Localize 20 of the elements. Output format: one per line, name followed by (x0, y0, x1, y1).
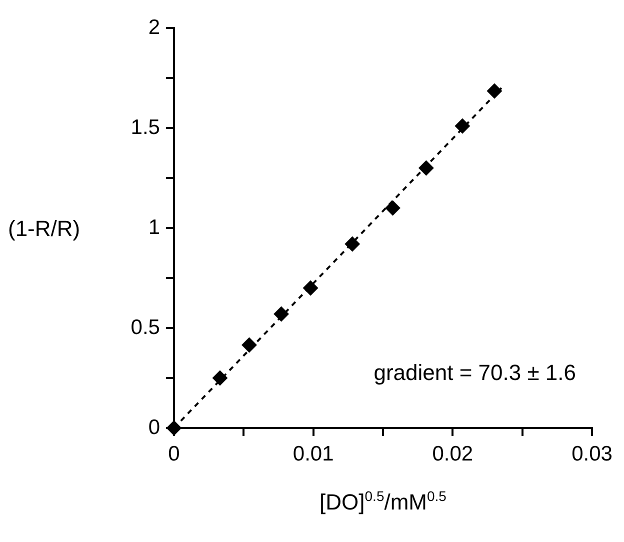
point (454, 118, 470, 134)
y-tick-label: 0.5 (130, 316, 160, 339)
annotation: gradient = 70.3 ± 1.6 (374, 360, 576, 385)
x-tick-label: 0 (168, 442, 180, 466)
point (303, 280, 318, 296)
point (212, 370, 228, 386)
x-tick-label: 0.03 (572, 442, 612, 466)
x-axis-title: [DO]$^{0.5}$/mM$^{0.5}$ (318, 488, 448, 516)
y-tick-label: 1.5 (130, 116, 160, 139)
point (166, 420, 182, 436)
y-axis-title: (1-R/R) (8, 216, 80, 242)
point (418, 160, 434, 176)
point (385, 200, 400, 216)
x-tick-label: 0.01 (292, 442, 334, 466)
y-tick-label: 1 (148, 216, 160, 239)
y-tick-label: 0 (148, 416, 160, 439)
point (486, 84, 502, 98)
y-tick-label: 2 (148, 16, 160, 39)
point (344, 236, 360, 252)
x-tick-label: 0.02 (432, 442, 474, 466)
